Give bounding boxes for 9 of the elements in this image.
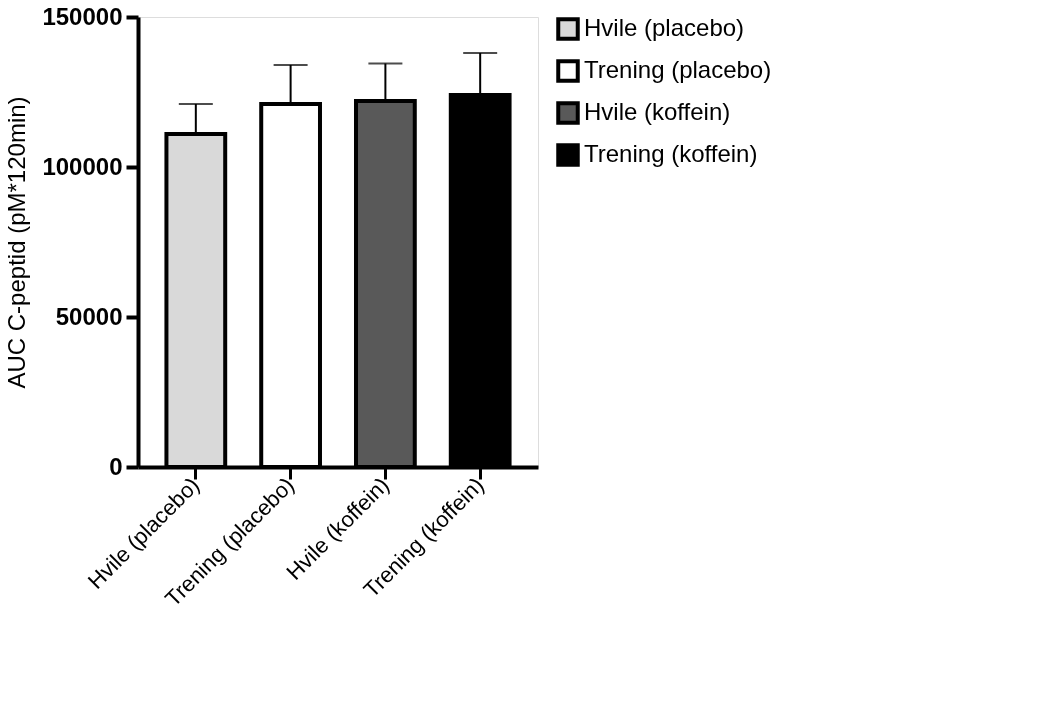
legend-label: Trening (placebo) — [584, 56, 772, 83]
y-tick-label: 0 — [109, 452, 123, 480]
legend-label: Hvile (placebo) — [584, 14, 745, 41]
y-tick-label: 100000 — [42, 152, 123, 180]
y-tick-label: 150000 — [42, 2, 123, 30]
y-axis-title: AUC C-peptid (pM*120min) — [3, 96, 31, 389]
legend-label: Trening (koffein) — [584, 140, 758, 167]
y-tick-label: 50000 — [55, 302, 123, 330]
legend-label: Hvile (koffein) — [584, 98, 731, 125]
